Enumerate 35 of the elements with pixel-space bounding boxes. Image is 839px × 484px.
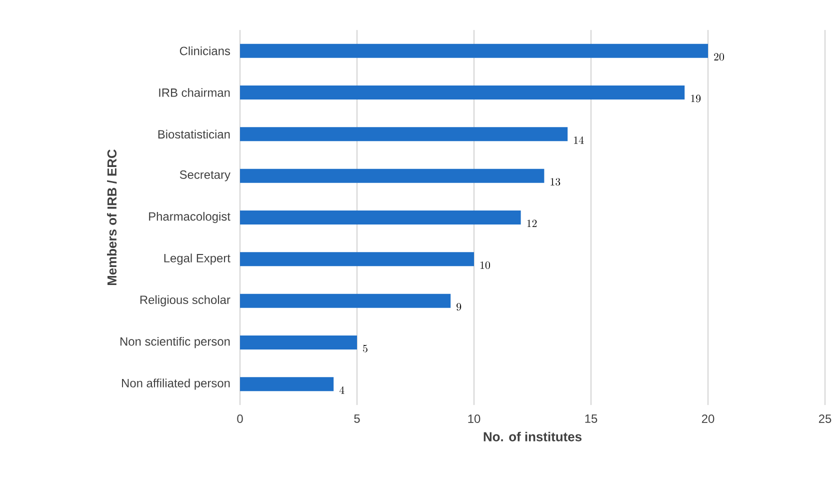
y-tick-label: Clinicians xyxy=(180,46,230,56)
y-tick-label: Non scientific person xyxy=(120,336,230,348)
x-tick-label: 5 xyxy=(354,414,360,423)
data-label: 10 xyxy=(480,261,490,269)
data-label: 19 xyxy=(691,94,701,102)
bar xyxy=(240,294,451,308)
y-tick-label: Secretary xyxy=(180,170,230,182)
bar xyxy=(240,336,358,350)
x-tick-label: 15 xyxy=(585,414,598,423)
x-tick-label: 20 xyxy=(702,414,714,423)
bar xyxy=(240,210,521,225)
y-axis-title: Members of IRB / ERC xyxy=(107,150,117,286)
x-tick-label: 25 xyxy=(818,414,832,423)
y-tick-label: Non affiliated person xyxy=(122,378,230,390)
y-tick-label: Biostatistician xyxy=(158,130,230,139)
bar xyxy=(240,252,474,266)
data-label: 9 xyxy=(456,303,462,311)
x-tick-label: 0 xyxy=(237,414,243,423)
bar xyxy=(240,44,708,58)
bar xyxy=(240,86,685,100)
data-label: 14 xyxy=(574,136,584,144)
data-label: 4 xyxy=(339,386,344,394)
data-label: 13 xyxy=(550,178,560,186)
y-tick-label: Pharmacologist xyxy=(149,212,230,224)
y-tick-label: Legal Expert xyxy=(164,254,230,265)
data-label: 12 xyxy=(527,220,537,228)
data-label: 20 xyxy=(714,53,724,61)
data-label: 5 xyxy=(363,344,368,352)
y-tick-label: Religious scholar xyxy=(140,295,230,306)
y-tick-label: IRB chairman xyxy=(159,88,230,97)
bar xyxy=(240,168,544,183)
x-axis-title: No. of institutes xyxy=(484,432,582,442)
bar xyxy=(240,377,334,392)
x-tick-label: 10 xyxy=(468,414,480,423)
bar xyxy=(240,127,568,142)
